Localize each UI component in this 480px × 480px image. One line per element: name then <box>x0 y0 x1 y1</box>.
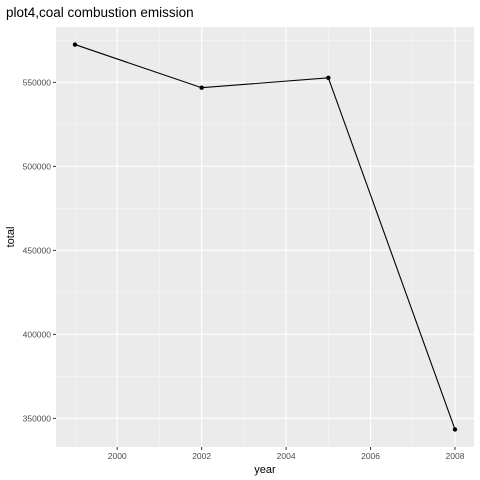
x-tick-label: 2006 <box>361 451 380 461</box>
x-tick-label: 2002 <box>192 451 211 461</box>
data-point <box>326 75 331 81</box>
y-axis-title: total <box>5 227 17 248</box>
series-line <box>74 44 456 430</box>
y-tick-label: 400000 <box>23 329 52 339</box>
chart-title: plot4,coal combustion emission <box>6 5 194 20</box>
y-tick-label: 450000 <box>23 245 52 255</box>
y-tick-label: 550000 <box>23 77 52 87</box>
x-tick-label: 2008 <box>446 451 465 461</box>
x-tick-labels: 2000 2002 2004 2006 2008 <box>108 451 465 461</box>
data-point <box>72 42 78 47</box>
y-tick-label: 350000 <box>23 413 52 423</box>
axis-ticks <box>53 81 456 450</box>
y-tick-label: 500000 <box>23 161 52 171</box>
major-gridlines <box>56 27 474 447</box>
data-point <box>199 85 204 90</box>
data-point <box>452 427 458 432</box>
panel-background <box>56 27 474 447</box>
x-axis-title: year <box>254 464 276 476</box>
x-tick-label: 2004 <box>277 451 296 461</box>
y-tick-labels: 350000 400000 450000 500000 550000 <box>23 77 52 423</box>
series-layer <box>72 42 458 432</box>
minor-gridlines <box>56 27 474 447</box>
x-tick-label: 2000 <box>108 451 127 461</box>
